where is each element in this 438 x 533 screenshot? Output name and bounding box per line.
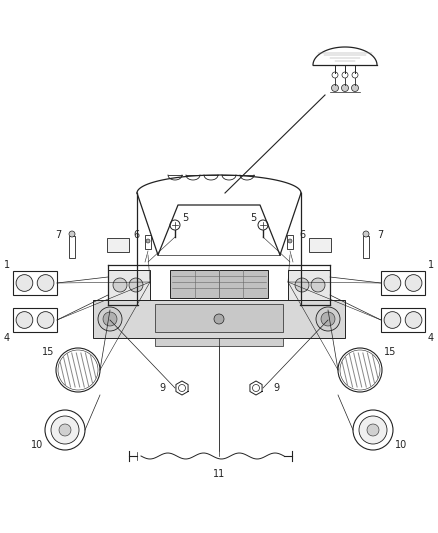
Circle shape [321, 312, 335, 326]
Text: 6: 6 [133, 230, 139, 240]
Bar [381, 271, 425, 295]
Bar [363, 236, 369, 258]
Circle shape [316, 307, 340, 331]
Text: 5: 5 [182, 213, 188, 223]
Text: 15: 15 [42, 347, 54, 357]
Circle shape [214, 314, 224, 324]
Bar [107, 238, 129, 252]
Circle shape [59, 424, 71, 436]
Circle shape [363, 231, 369, 237]
Circle shape [342, 85, 349, 92]
Bar [288, 270, 330, 300]
Text: 15: 15 [384, 347, 396, 357]
Circle shape [288, 239, 292, 243]
Circle shape [16, 312, 33, 328]
Bar [170, 270, 268, 298]
Circle shape [367, 424, 379, 436]
Circle shape [37, 312, 54, 328]
Bar [309, 238, 331, 252]
Bar [13, 271, 57, 295]
Text: 7: 7 [55, 230, 61, 240]
Circle shape [332, 85, 339, 92]
Text: 1: 1 [428, 260, 434, 270]
Bar [381, 308, 425, 332]
Circle shape [258, 220, 268, 230]
Circle shape [384, 274, 401, 292]
Bar [69, 236, 75, 258]
Bar [145, 235, 151, 249]
Circle shape [352, 72, 358, 78]
Circle shape [353, 410, 393, 450]
Circle shape [98, 307, 122, 331]
Circle shape [45, 410, 85, 450]
Text: 4: 4 [428, 333, 434, 343]
Circle shape [113, 278, 127, 292]
Circle shape [332, 72, 338, 78]
Circle shape [252, 384, 259, 392]
Circle shape [359, 416, 387, 444]
Text: 4: 4 [4, 333, 10, 343]
Text: 11: 11 [213, 469, 225, 479]
Bar [13, 308, 57, 332]
Circle shape [170, 220, 180, 230]
Text: 10: 10 [395, 440, 407, 450]
Circle shape [384, 312, 401, 328]
Circle shape [405, 312, 422, 328]
Circle shape [37, 274, 54, 292]
Text: 9: 9 [159, 383, 165, 393]
Circle shape [338, 348, 382, 392]
Bar [155, 304, 283, 332]
Text: 1: 1 [4, 260, 10, 270]
Circle shape [146, 239, 150, 243]
Circle shape [340, 350, 380, 390]
Text: 6: 6 [299, 230, 305, 240]
Circle shape [295, 278, 309, 292]
Circle shape [58, 350, 98, 390]
Bar [287, 235, 293, 249]
Circle shape [56, 348, 100, 392]
Circle shape [352, 85, 358, 92]
Circle shape [179, 384, 186, 392]
Text: 7: 7 [377, 230, 383, 240]
Text: 9: 9 [273, 383, 279, 393]
Circle shape [129, 278, 143, 292]
Bar [108, 270, 150, 300]
Circle shape [103, 312, 117, 326]
Circle shape [69, 231, 75, 237]
Circle shape [342, 72, 348, 78]
Bar [155, 338, 283, 346]
Text: 10: 10 [31, 440, 43, 450]
Circle shape [16, 274, 33, 292]
Bar [93, 300, 345, 338]
Circle shape [51, 416, 79, 444]
Text: 5: 5 [250, 213, 256, 223]
Circle shape [405, 274, 422, 292]
Circle shape [311, 278, 325, 292]
